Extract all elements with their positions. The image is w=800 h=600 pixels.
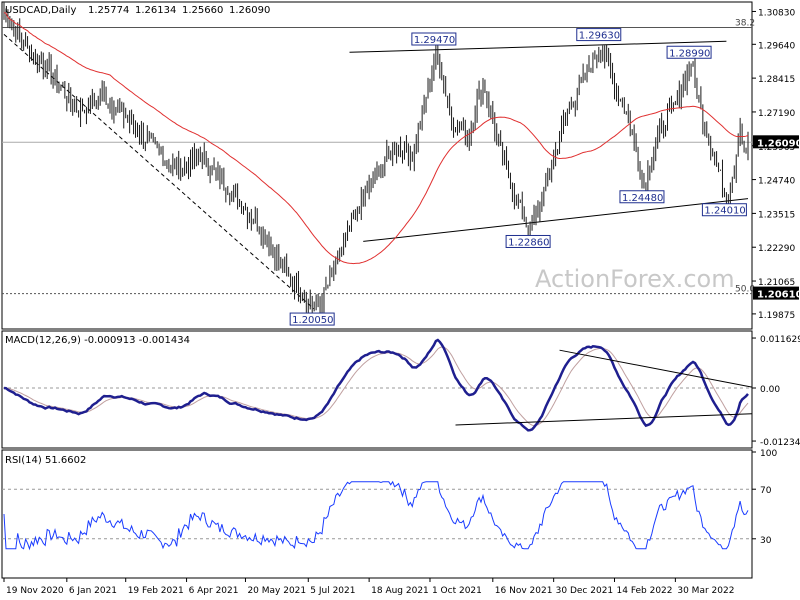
trend-lines: [3, 33, 749, 310]
price-tick-label: 1.19875: [758, 311, 795, 321]
fib-level-label: 50.0: [735, 285, 755, 295]
annotation-label: 1.24480: [622, 193, 663, 204]
price-tick-label: 1.21065: [758, 278, 795, 288]
ohlc-close: 1.26090: [229, 5, 270, 16]
macd-tick-label: -0.012348: [760, 438, 800, 448]
date-tick-label: 6 Jan 2021: [69, 586, 117, 596]
price-tick-label: 1.27190: [758, 109, 795, 119]
date-tick-label: 6 Apr 2021: [189, 586, 239, 596]
price-marker-label: 1.26090: [757, 138, 800, 149]
price-bars: [3, 2, 749, 316]
price-annotations: 1.20050 1.22860 1.29470 1.29630 1.24480 1.289…: [289, 28, 747, 326]
upper-channel-line: [349, 40, 727, 53]
annotation-box: [619, 190, 665, 204]
fibonacci-lines: 38.2 50.0: [2, 18, 755, 295]
rsi-axis: 100 70 30: [752, 449, 777, 546]
price-marker-box: [753, 135, 799, 149]
macd-lines: [2, 338, 753, 432]
price-tick-label: 1.22290: [758, 244, 795, 254]
fib-level-label: 38.2: [735, 18, 755, 28]
annotation-box: [666, 45, 712, 59]
ohlc-open: 1.25774: [88, 5, 129, 16]
rsi-panel: RSI(14) 51.6602 100 70 30: [1, 449, 777, 579]
lower-channel-line: [363, 198, 749, 242]
macd-support-line: [455, 413, 753, 426]
date-tick-label: 18 Aug 2021: [371, 586, 429, 596]
date-tick-label: 30 Dec 2021: [556, 586, 614, 596]
price-marker-box: [753, 286, 799, 300]
ohlc-high: 1.26134: [135, 5, 176, 16]
macd-tick-label: 0.00: [760, 385, 780, 395]
annotation-box: [576, 28, 622, 42]
ohlc-low: 1.25660: [182, 5, 223, 16]
rsi-tick-label: 30: [760, 536, 772, 546]
annotation-label: 1.22860: [508, 237, 549, 248]
rsi-tick-label: 70: [760, 486, 772, 496]
macd-line: [3, 338, 749, 432]
date-tick-label: 30 Mar 2022: [677, 586, 734, 596]
macd-panel-frame: [1, 330, 753, 449]
rsi-panel-frame: [1, 449, 753, 579]
date-tick-label: 16 Nov 2021: [495, 586, 553, 596]
price-tick-label: 1.30830: [758, 8, 795, 18]
date-tick-label: 19 Feb 2021: [128, 586, 184, 596]
macd-title: MACD(12,26,9) -0.000913 -0.001434: [5, 335, 190, 346]
annotation-box: [411, 32, 457, 46]
annotation-label: 1.20050: [292, 315, 333, 326]
rsi-lines: [2, 480, 752, 551]
macd-tick-label: 0.011629: [760, 335, 800, 345]
falling-trend-line: [3, 33, 315, 310]
price-axis: 1.308301.296401.284151.271901.259651.247…: [752, 8, 800, 321]
moving-average: [3, 11, 749, 265]
price-tick-label: 1.29640: [758, 41, 795, 51]
annotation-label: 1.28990: [669, 48, 710, 59]
macd-panel: MACD(12,26,9) -0.000913 -0.001434 0.0116…: [1, 330, 800, 449]
price-marker-label: 1.20610: [757, 290, 800, 301]
rsi-title: RSI(14) 51.6602: [5, 455, 86, 466]
price-tick-label: 1.24740: [758, 177, 795, 187]
date-tick-label: 1 Oct 2021: [432, 586, 482, 596]
annotation-label: 1.29630: [579, 31, 620, 42]
chart-title: USDCAD,Daily: [5, 5, 76, 16]
macd-axis: 0.011629 0.00 -0.012348: [752, 335, 800, 448]
rsi-tick-label: 100: [760, 449, 777, 459]
date-tick-label: 20 May 2021: [247, 586, 306, 596]
date-axis: 19 Nov 2020 6 Jan 2021 19 Feb 2021 6 Apr 20…: [3, 578, 734, 596]
date-tick-label: 5 Jul 2021: [310, 586, 355, 596]
date-tick-label: 14 Feb 2022: [617, 586, 673, 596]
annotation-box: [289, 312, 335, 326]
annotation-box: [701, 203, 747, 217]
rsi-line: [3, 480, 749, 551]
annotation-box: [505, 234, 551, 248]
moving-average-line: [3, 11, 749, 265]
watermark: ActionForex.com: [535, 265, 735, 293]
date-tick-label: 19 Nov 2020: [6, 586, 64, 596]
macd-resistance-line: [559, 349, 753, 388]
price-tick-label: 1.23515: [758, 210, 795, 220]
annotation-label: 1.29470: [414, 35, 455, 46]
annotation-label: 1.24010: [704, 206, 745, 217]
price-tick-label: 1.28415: [758, 75, 795, 85]
